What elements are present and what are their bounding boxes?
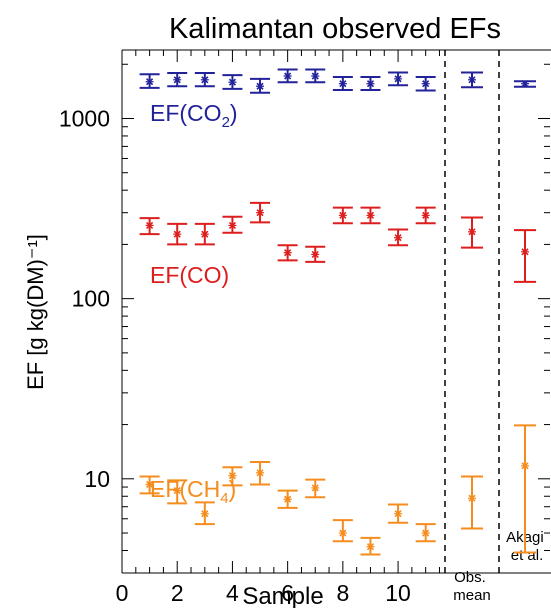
- axis-ticks: [121, 50, 550, 574]
- sample-point: [305, 245, 326, 263]
- sample-point: [194, 222, 215, 246]
- sample-point: [139, 73, 160, 89]
- obs-mean-point: [461, 71, 483, 89]
- sample-point: [305, 478, 326, 499]
- sample-point: [360, 536, 381, 556]
- chart-title: Kalimantan observed EFs: [169, 13, 501, 45]
- y-tick-label: 1000: [59, 105, 110, 131]
- sample-point: [277, 68, 298, 84]
- sample-point: [415, 523, 436, 543]
- sample-point: [388, 71, 409, 87]
- akagi-point: [514, 424, 536, 554]
- sample-point: [277, 244, 298, 262]
- sample-point: [222, 466, 243, 487]
- sample-point: [415, 75, 436, 92]
- sample-point: [139, 217, 160, 236]
- y-axis-label: EF [g kg(DM)⁻¹]: [23, 234, 48, 390]
- x-tick-label: 0: [116, 580, 129, 606]
- sample-point: [250, 201, 271, 224]
- series-labels: EF(CO2) EF(CO) EF(CH4): [150, 100, 238, 507]
- sample-point: [167, 222, 188, 246]
- x-tick-labels: 0 2 4 6 8 10: [116, 580, 411, 606]
- akagi-label-line2: et al.: [511, 547, 544, 564]
- series-label: EF(CO2): [150, 100, 238, 131]
- plot-frame: [121, 49, 551, 574]
- data-marks: [139, 68, 536, 556]
- sample-point: [332, 206, 353, 225]
- sample-point: [360, 206, 381, 225]
- sample-point: [222, 74, 243, 90]
- sample-point: [388, 228, 409, 247]
- column-label-akagi: Akagi et al.: [506, 529, 548, 564]
- x-tick-label: 10: [385, 580, 411, 606]
- sample-point: [167, 479, 188, 505]
- x-tick-label: 8: [336, 580, 349, 606]
- sample-point: [194, 501, 215, 526]
- obs-mean-label-line2: mean: [453, 587, 491, 604]
- y-tick-labels: 10 100 1000: [59, 105, 110, 491]
- sample-point: [388, 503, 409, 524]
- y-tick-label: 10: [84, 466, 110, 492]
- x-tick-label: 6: [281, 580, 294, 606]
- sample-point: [139, 475, 160, 495]
- x-axis-label: Sample: [242, 583, 323, 608]
- sample-point: [250, 77, 271, 94]
- series-label: EF(CH4): [150, 476, 236, 507]
- sample-point: [277, 489, 298, 509]
- x-tick-label: 4: [226, 580, 239, 606]
- y-tick-label: 100: [72, 286, 110, 312]
- x-tick-label: 2: [171, 580, 184, 606]
- obs-mean-point: [461, 216, 483, 249]
- sample-point: [305, 68, 326, 84]
- series-label: EF(CO): [150, 262, 229, 288]
- sample-point: [222, 215, 243, 234]
- sample-point: [360, 75, 381, 91]
- obs-mean-point: [461, 475, 483, 530]
- sample-point: [250, 460, 271, 486]
- obs-mean-label-line1: Obs.: [454, 569, 486, 586]
- column-label-obs-mean: Obs. mean: [453, 569, 491, 604]
- sample-point: [194, 71, 215, 88]
- sample-point: [332, 75, 353, 91]
- sample-point: [415, 206, 436, 225]
- sample-point: [332, 519, 353, 543]
- sample-point: [167, 71, 188, 88]
- akagi-point: [514, 229, 536, 283]
- akagi-point: [514, 80, 536, 88]
